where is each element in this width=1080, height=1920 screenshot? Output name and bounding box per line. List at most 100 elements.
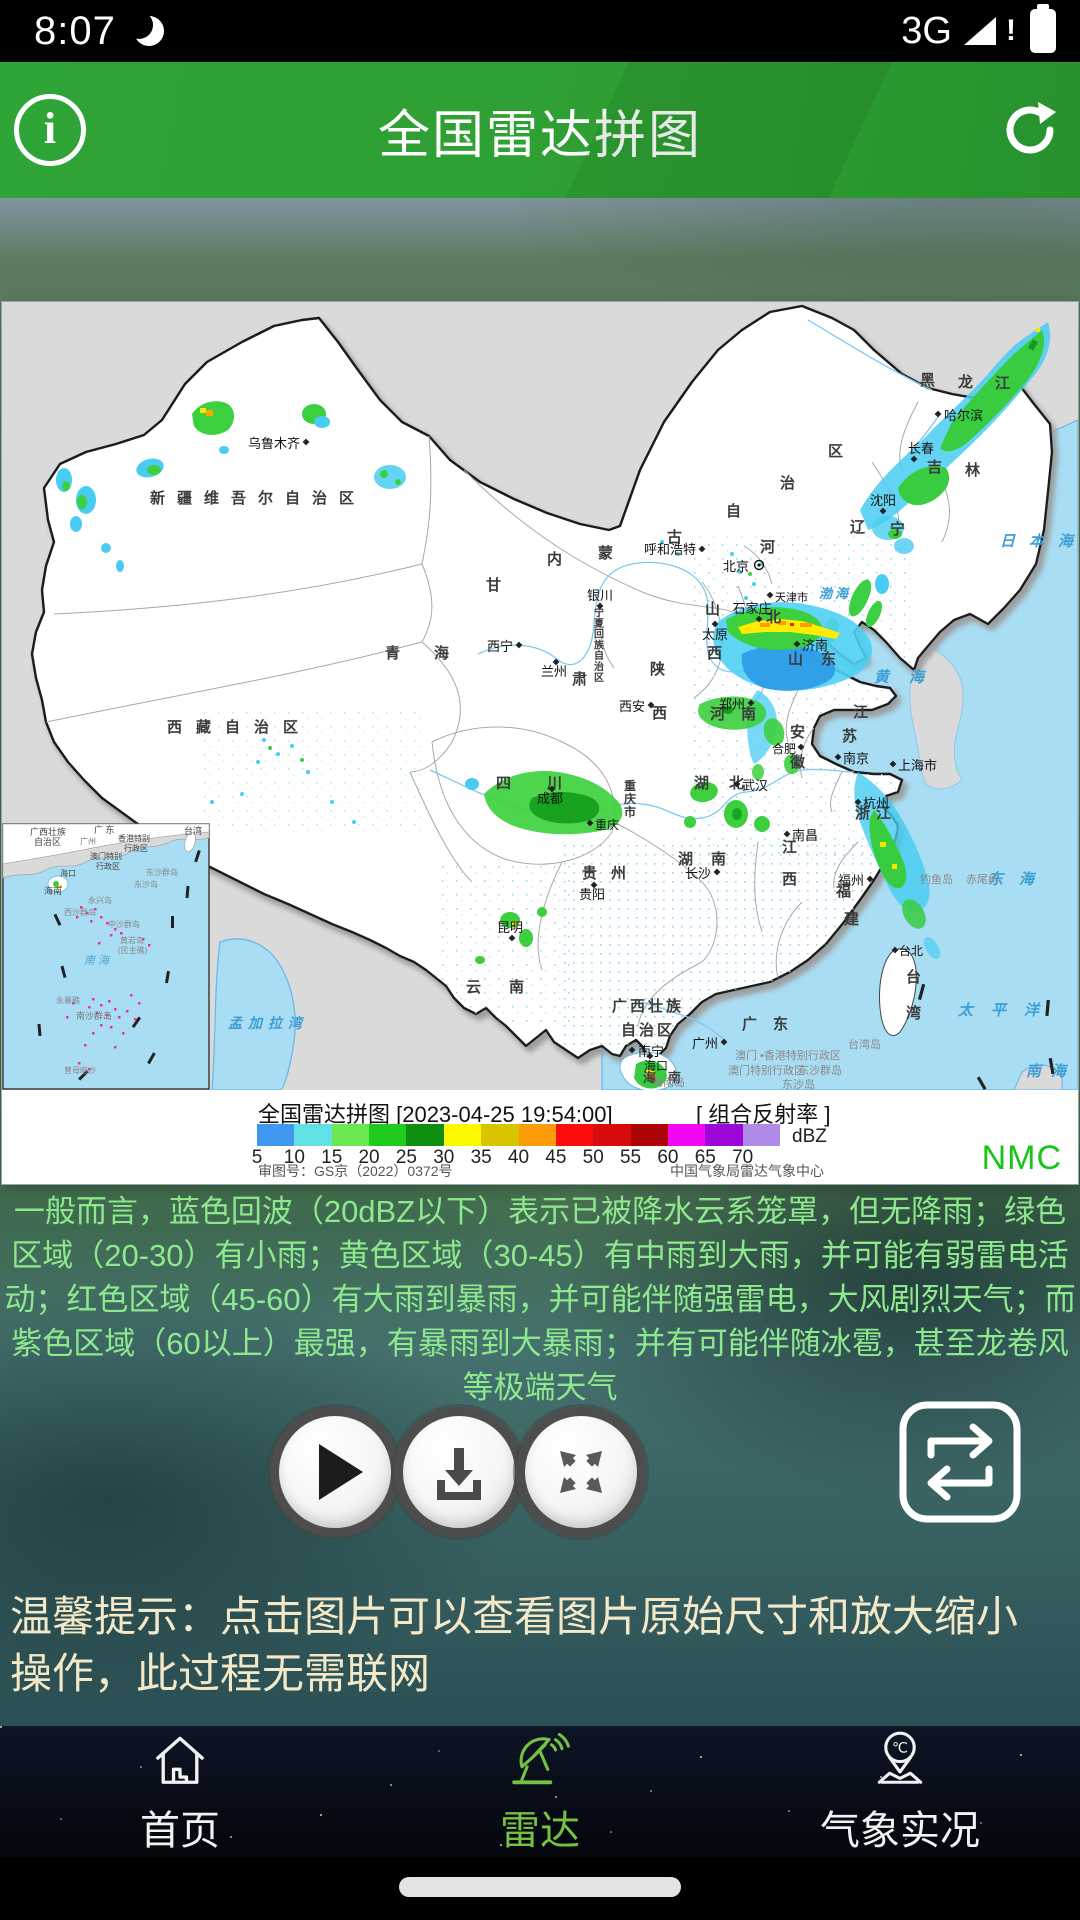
city-label: 太原 bbox=[702, 627, 728, 642]
legend-tick: 10 bbox=[283, 1147, 305, 1168]
province-label: 海南 bbox=[643, 1070, 693, 1085]
inset-label: 澳门特别 bbox=[90, 851, 122, 861]
legend-color-cell bbox=[406, 1124, 444, 1146]
minor-label: 海南岛 bbox=[652, 1075, 685, 1089]
legend-tick: 5 bbox=[251, 1147, 263, 1168]
nav-item-radar[interactable]: 雷达 bbox=[360, 1726, 720, 1857]
province-label: 云南 bbox=[466, 978, 552, 996]
city-marker bbox=[508, 934, 516, 942]
city-marker bbox=[548, 785, 556, 793]
tip-text: 温馨提示：点击图片可以查看图片原始尺寸和放大缩小操作，此过程无需联网 bbox=[10, 1593, 1019, 1697]
fullscreen-button[interactable] bbox=[516, 1407, 646, 1537]
city-label: 上海市 bbox=[898, 758, 937, 773]
minor-label: 澳门特别行政区 bbox=[728, 1063, 805, 1077]
inset-label: 南沙群岛 bbox=[76, 1010, 112, 1021]
city-marker bbox=[515, 641, 523, 649]
city-marker bbox=[302, 438, 310, 446]
city-marker bbox=[647, 701, 655, 709]
province-label: 自 bbox=[726, 502, 741, 520]
legend-license: 审图号：GS京（2022）0372号 bbox=[258, 1163, 453, 1179]
city-label: 广州 bbox=[692, 1036, 718, 1051]
network-type-label: 3G bbox=[901, 9, 952, 52]
inset-label: 曾母暗沙 bbox=[64, 1065, 96, 1075]
province-label: 宁 bbox=[890, 520, 905, 538]
starfield bbox=[0, 1726, 2, 1728]
minor-label: 东沙岛 bbox=[782, 1077, 815, 1090]
gesture-area bbox=[0, 1857, 1080, 1920]
minor-label: 钓鱼岛 bbox=[920, 872, 953, 886]
inset-label: 永暑礁 bbox=[56, 995, 80, 1005]
province-label: 重庆市 bbox=[623, 778, 636, 819]
inset-label: 行政区 bbox=[124, 843, 148, 853]
city-marker bbox=[797, 743, 805, 751]
repeat-icon bbox=[927, 1423, 993, 1501]
inset-label: 海口 bbox=[60, 868, 76, 878]
radar-echoes bbox=[56, 322, 1051, 1089]
legend-color-cell bbox=[257, 1124, 295, 1146]
legend-unit: dBZ bbox=[792, 1126, 827, 1147]
province-label: 湾 bbox=[906, 1004, 921, 1022]
inset-dashes bbox=[37, 849, 201, 1081]
city-marker bbox=[747, 699, 755, 707]
minor-label: 赤尾屿 bbox=[966, 873, 999, 886]
province-label: 浙江 bbox=[855, 804, 897, 822]
legend-tick: 70 bbox=[732, 1147, 754, 1168]
province-label: 肃 bbox=[572, 670, 587, 688]
legend-title: 全国雷达拼图 [2023-04-25 19:54:00] bbox=[258, 1102, 613, 1127]
city-marker bbox=[733, 780, 741, 788]
legend-color-cell bbox=[518, 1124, 556, 1146]
legend-tick: 30 bbox=[433, 1147, 455, 1168]
inset-label: (民主礁) bbox=[118, 945, 148, 955]
province-label: 江 bbox=[782, 838, 797, 856]
city-marker bbox=[552, 658, 560, 666]
legend-tick: 15 bbox=[321, 1147, 343, 1168]
nav-item-home[interactable]: 首页 bbox=[0, 1726, 360, 1857]
city-label: 杭州 bbox=[863, 796, 889, 811]
province-label: 河南 bbox=[710, 705, 772, 723]
province-label: 宁夏回族自治区 bbox=[593, 606, 605, 684]
city-label: 南宁 bbox=[638, 1044, 664, 1059]
city-marker bbox=[596, 602, 604, 610]
refresh-button[interactable] bbox=[998, 98, 1062, 162]
legend-color-cell bbox=[667, 1124, 706, 1146]
province-label: 北 bbox=[766, 609, 781, 626]
capital-marker-dot bbox=[757, 563, 761, 567]
inset-label: 香港特别 bbox=[118, 833, 150, 843]
dnd-moon-icon bbox=[124, 11, 164, 46]
sea-label: 南海 bbox=[1026, 1063, 1076, 1080]
sea-label: 黄海 bbox=[874, 669, 944, 686]
legend-color-cell bbox=[593, 1124, 631, 1146]
nav-item-weather[interactable]: ℃ 气象实况 bbox=[720, 1726, 1080, 1857]
home-indicator[interactable] bbox=[399, 1877, 681, 1897]
province-label: 徽 bbox=[789, 753, 806, 771]
city-label: 兰州 bbox=[541, 664, 567, 679]
province-label: 贵州 bbox=[582, 864, 640, 882]
legend-color-cell bbox=[481, 1124, 519, 1146]
radar-map-card[interactable]: 广西壮族 自治区广 东广州 台湾 香港特别 行政区 澳门特别 行政区 东沙群岛 东沙岛 海口 海南永… bbox=[2, 302, 1078, 1184]
province-label: 广西壮族 bbox=[612, 997, 684, 1015]
legend-colorbar bbox=[257, 1124, 781, 1146]
legend-tick: 20 bbox=[358, 1147, 380, 1168]
nmc-watermark: NMC bbox=[981, 1139, 1062, 1177]
province-label: 安 bbox=[790, 723, 805, 741]
download-icon bbox=[437, 1448, 481, 1500]
province-label: 自治区 bbox=[621, 1021, 675, 1039]
province-label: 治 bbox=[780, 474, 795, 492]
play-button[interactable] bbox=[270, 1407, 400, 1537]
legend-tick: 55 bbox=[619, 1147, 642, 1168]
minor-label: 澳门 •香港特别行政区 bbox=[735, 1048, 841, 1062]
city-marker bbox=[698, 545, 706, 553]
city-label: 郑州 bbox=[719, 697, 745, 712]
inset-label: 广西壮族 bbox=[30, 826, 66, 837]
download-button[interactable] bbox=[394, 1407, 524, 1537]
province-label: 山 bbox=[705, 601, 720, 618]
repeat-button[interactable] bbox=[895, 1397, 1025, 1527]
inset-label: 台湾 bbox=[184, 825, 202, 836]
inset-label: 自治区 bbox=[34, 836, 61, 847]
info-button[interactable]: i bbox=[14, 94, 86, 166]
city-label: 合肥 bbox=[772, 741, 796, 756]
province-label: 四川 bbox=[496, 775, 598, 792]
legend-color-cell bbox=[742, 1124, 781, 1146]
